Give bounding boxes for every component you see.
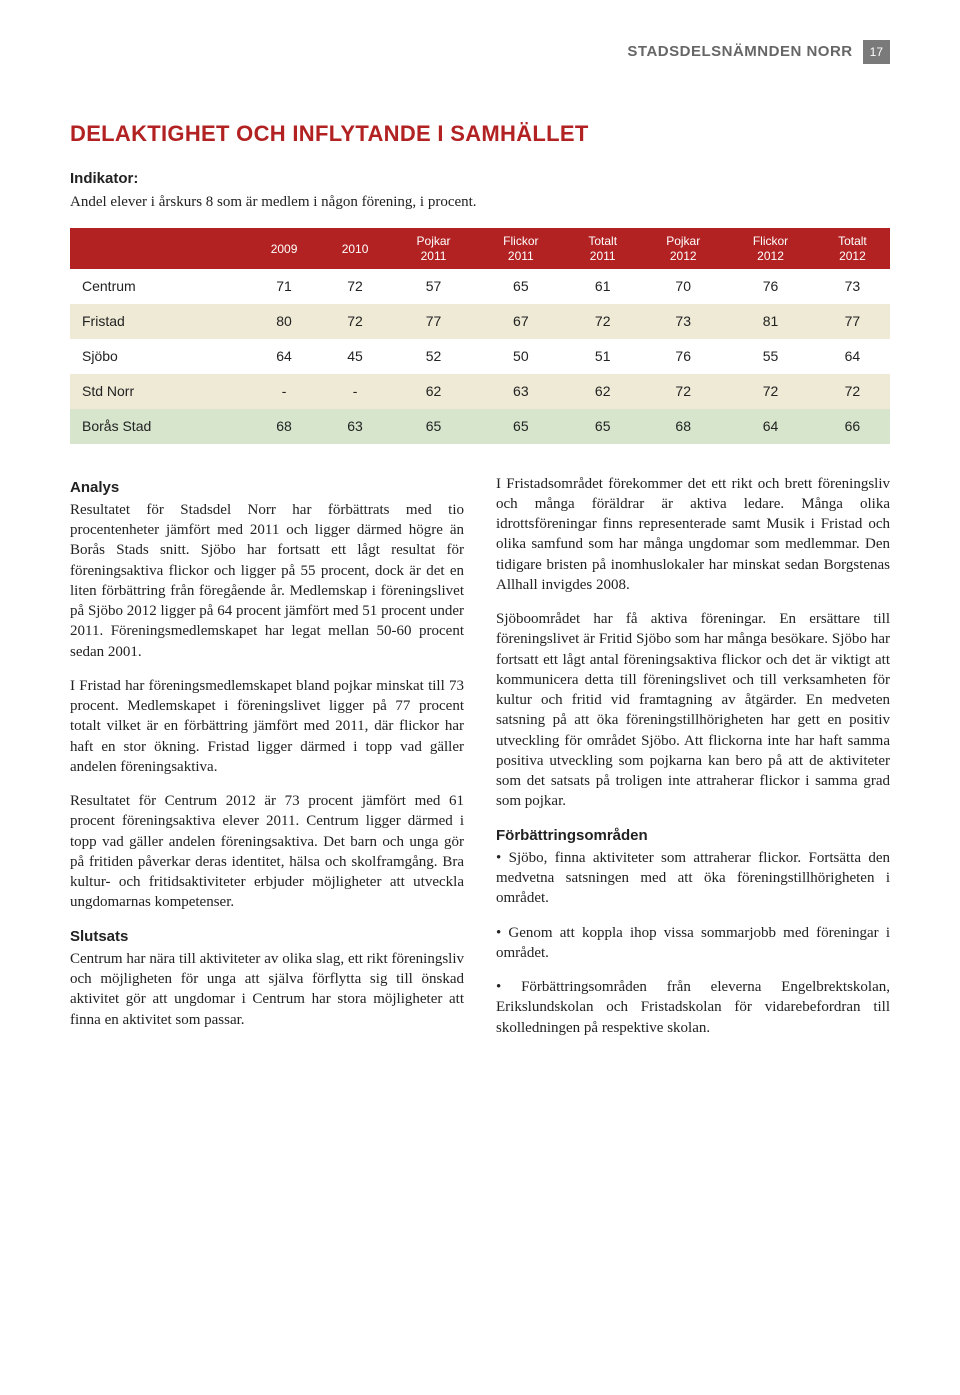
table-header-row: 20092010Pojkar2011Flickor2011Totalt2011P… — [70, 228, 890, 269]
table-head: 20092010Pojkar2011Flickor2011Totalt2011P… — [70, 228, 890, 269]
column-header: Pojkar2012 — [640, 228, 726, 269]
table-cell: 72 — [320, 269, 391, 304]
table-row: Std Norr--626362727272 — [70, 374, 890, 409]
column-header: Pojkar2011 — [391, 228, 477, 269]
table-cell: 71 — [249, 269, 320, 304]
table-cell: 50 — [477, 339, 566, 374]
section-title: DELAKTIGHET OCH INFLYTANDE I SAMHÄLLET — [70, 119, 890, 149]
column-header: Totalt2011 — [565, 228, 640, 269]
data-table: 20092010Pojkar2011Flickor2011Totalt2011P… — [70, 228, 890, 443]
table-cell: 66 — [815, 409, 890, 444]
table-cell: 81 — [726, 304, 815, 339]
table-row: Centrum7172576561707673 — [70, 269, 890, 304]
body-paragraph: Resultatet för Centrum 2012 är 73 procen… — [70, 791, 464, 913]
table-cell: 64 — [249, 339, 320, 374]
table-row: Borås Stad6863656565686466 — [70, 409, 890, 444]
row-label: Fristad — [70, 304, 249, 339]
table-row: Sjöbo6445525051765564 — [70, 339, 890, 374]
row-label: Borås Stad — [70, 409, 249, 444]
slutsats-heading: Slutsats — [70, 927, 464, 947]
body-paragraph: I Fristad har föreningsmedlemskapet blan… — [70, 676, 464, 777]
column-header: 2009 — [249, 228, 320, 269]
table-cell: 72 — [640, 374, 726, 409]
table-cell: - — [320, 374, 391, 409]
table-cell: 72 — [565, 304, 640, 339]
table-cell: 51 — [565, 339, 640, 374]
table-cell: 64 — [815, 339, 890, 374]
table-cell: 65 — [391, 409, 477, 444]
row-label: Centrum — [70, 269, 249, 304]
bullet-item: • Sjöbo, finna aktiviteter som attrahera… — [496, 848, 890, 909]
bullet-item: • Genom att koppla ihop vissa sommarjobb… — [496, 923, 890, 964]
forbattring-heading: Förbättringsområden — [496, 826, 890, 846]
row-label: Sjöbo — [70, 339, 249, 374]
table-cell: 62 — [565, 374, 640, 409]
column-header: Totalt2012 — [815, 228, 890, 269]
table-cell: 67 — [477, 304, 566, 339]
table-cell: 72 — [815, 374, 890, 409]
table-cell: 68 — [249, 409, 320, 444]
table-cell: 77 — [391, 304, 477, 339]
table-body: Centrum7172576561707673Fristad8072776772… — [70, 269, 890, 443]
table-cell: 80 — [249, 304, 320, 339]
analys-heading: Analys — [70, 478, 464, 498]
header-title: STADSDELSNÄMNDEN NORR — [627, 42, 852, 62]
table-cell: 45 — [320, 339, 391, 374]
column-header: Flickor2012 — [726, 228, 815, 269]
table-cell: 72 — [726, 374, 815, 409]
table-cell: - — [249, 374, 320, 409]
text-columns: Analys Resultatet för Stadsdel Norr har … — [70, 474, 890, 1052]
table-cell: 63 — [320, 409, 391, 444]
table-cell: 72 — [320, 304, 391, 339]
page-number: 17 — [863, 40, 890, 64]
page-header: STADSDELSNÄMNDEN NORR 17 — [70, 40, 890, 64]
indicator-description: Andel elever i årskurs 8 som är medlem i… — [70, 192, 890, 212]
column-header — [70, 228, 249, 269]
table-cell: 73 — [815, 269, 890, 304]
table-cell: 65 — [565, 409, 640, 444]
left-column: Analys Resultatet för Stadsdel Norr har … — [70, 474, 464, 1052]
table-cell: 65 — [477, 269, 566, 304]
table-cell: 65 — [477, 409, 566, 444]
body-paragraph: Resultatet för Stadsdel Norr har förbätt… — [70, 500, 464, 662]
table-cell: 52 — [391, 339, 477, 374]
table-cell: 68 — [640, 409, 726, 444]
column-header: 2010 — [320, 228, 391, 269]
table-cell: 61 — [565, 269, 640, 304]
body-paragraph: Centrum har nära till aktiviteter av oli… — [70, 949, 464, 1030]
body-paragraph: Sjöboområdet har få aktiva föreningar. E… — [496, 609, 890, 812]
table-cell: 76 — [640, 339, 726, 374]
indicator-label: Indikator: — [70, 169, 890, 189]
table-cell: 57 — [391, 269, 477, 304]
right-column: I Fristadsområdet förekommer det ett rik… — [496, 474, 890, 1052]
table-cell: 62 — [391, 374, 477, 409]
table-cell: 55 — [726, 339, 815, 374]
row-label: Std Norr — [70, 374, 249, 409]
table-row: Fristad8072776772738177 — [70, 304, 890, 339]
table-cell: 77 — [815, 304, 890, 339]
body-paragraph: I Fristadsområdet förekommer det ett rik… — [496, 474, 890, 596]
table-cell: 63 — [477, 374, 566, 409]
table-cell: 70 — [640, 269, 726, 304]
table-cell: 76 — [726, 269, 815, 304]
column-header: Flickor2011 — [477, 228, 566, 269]
table-cell: 73 — [640, 304, 726, 339]
bullet-item: • Förbättringsområden från eleverna Enge… — [496, 977, 890, 1038]
table-cell: 64 — [726, 409, 815, 444]
